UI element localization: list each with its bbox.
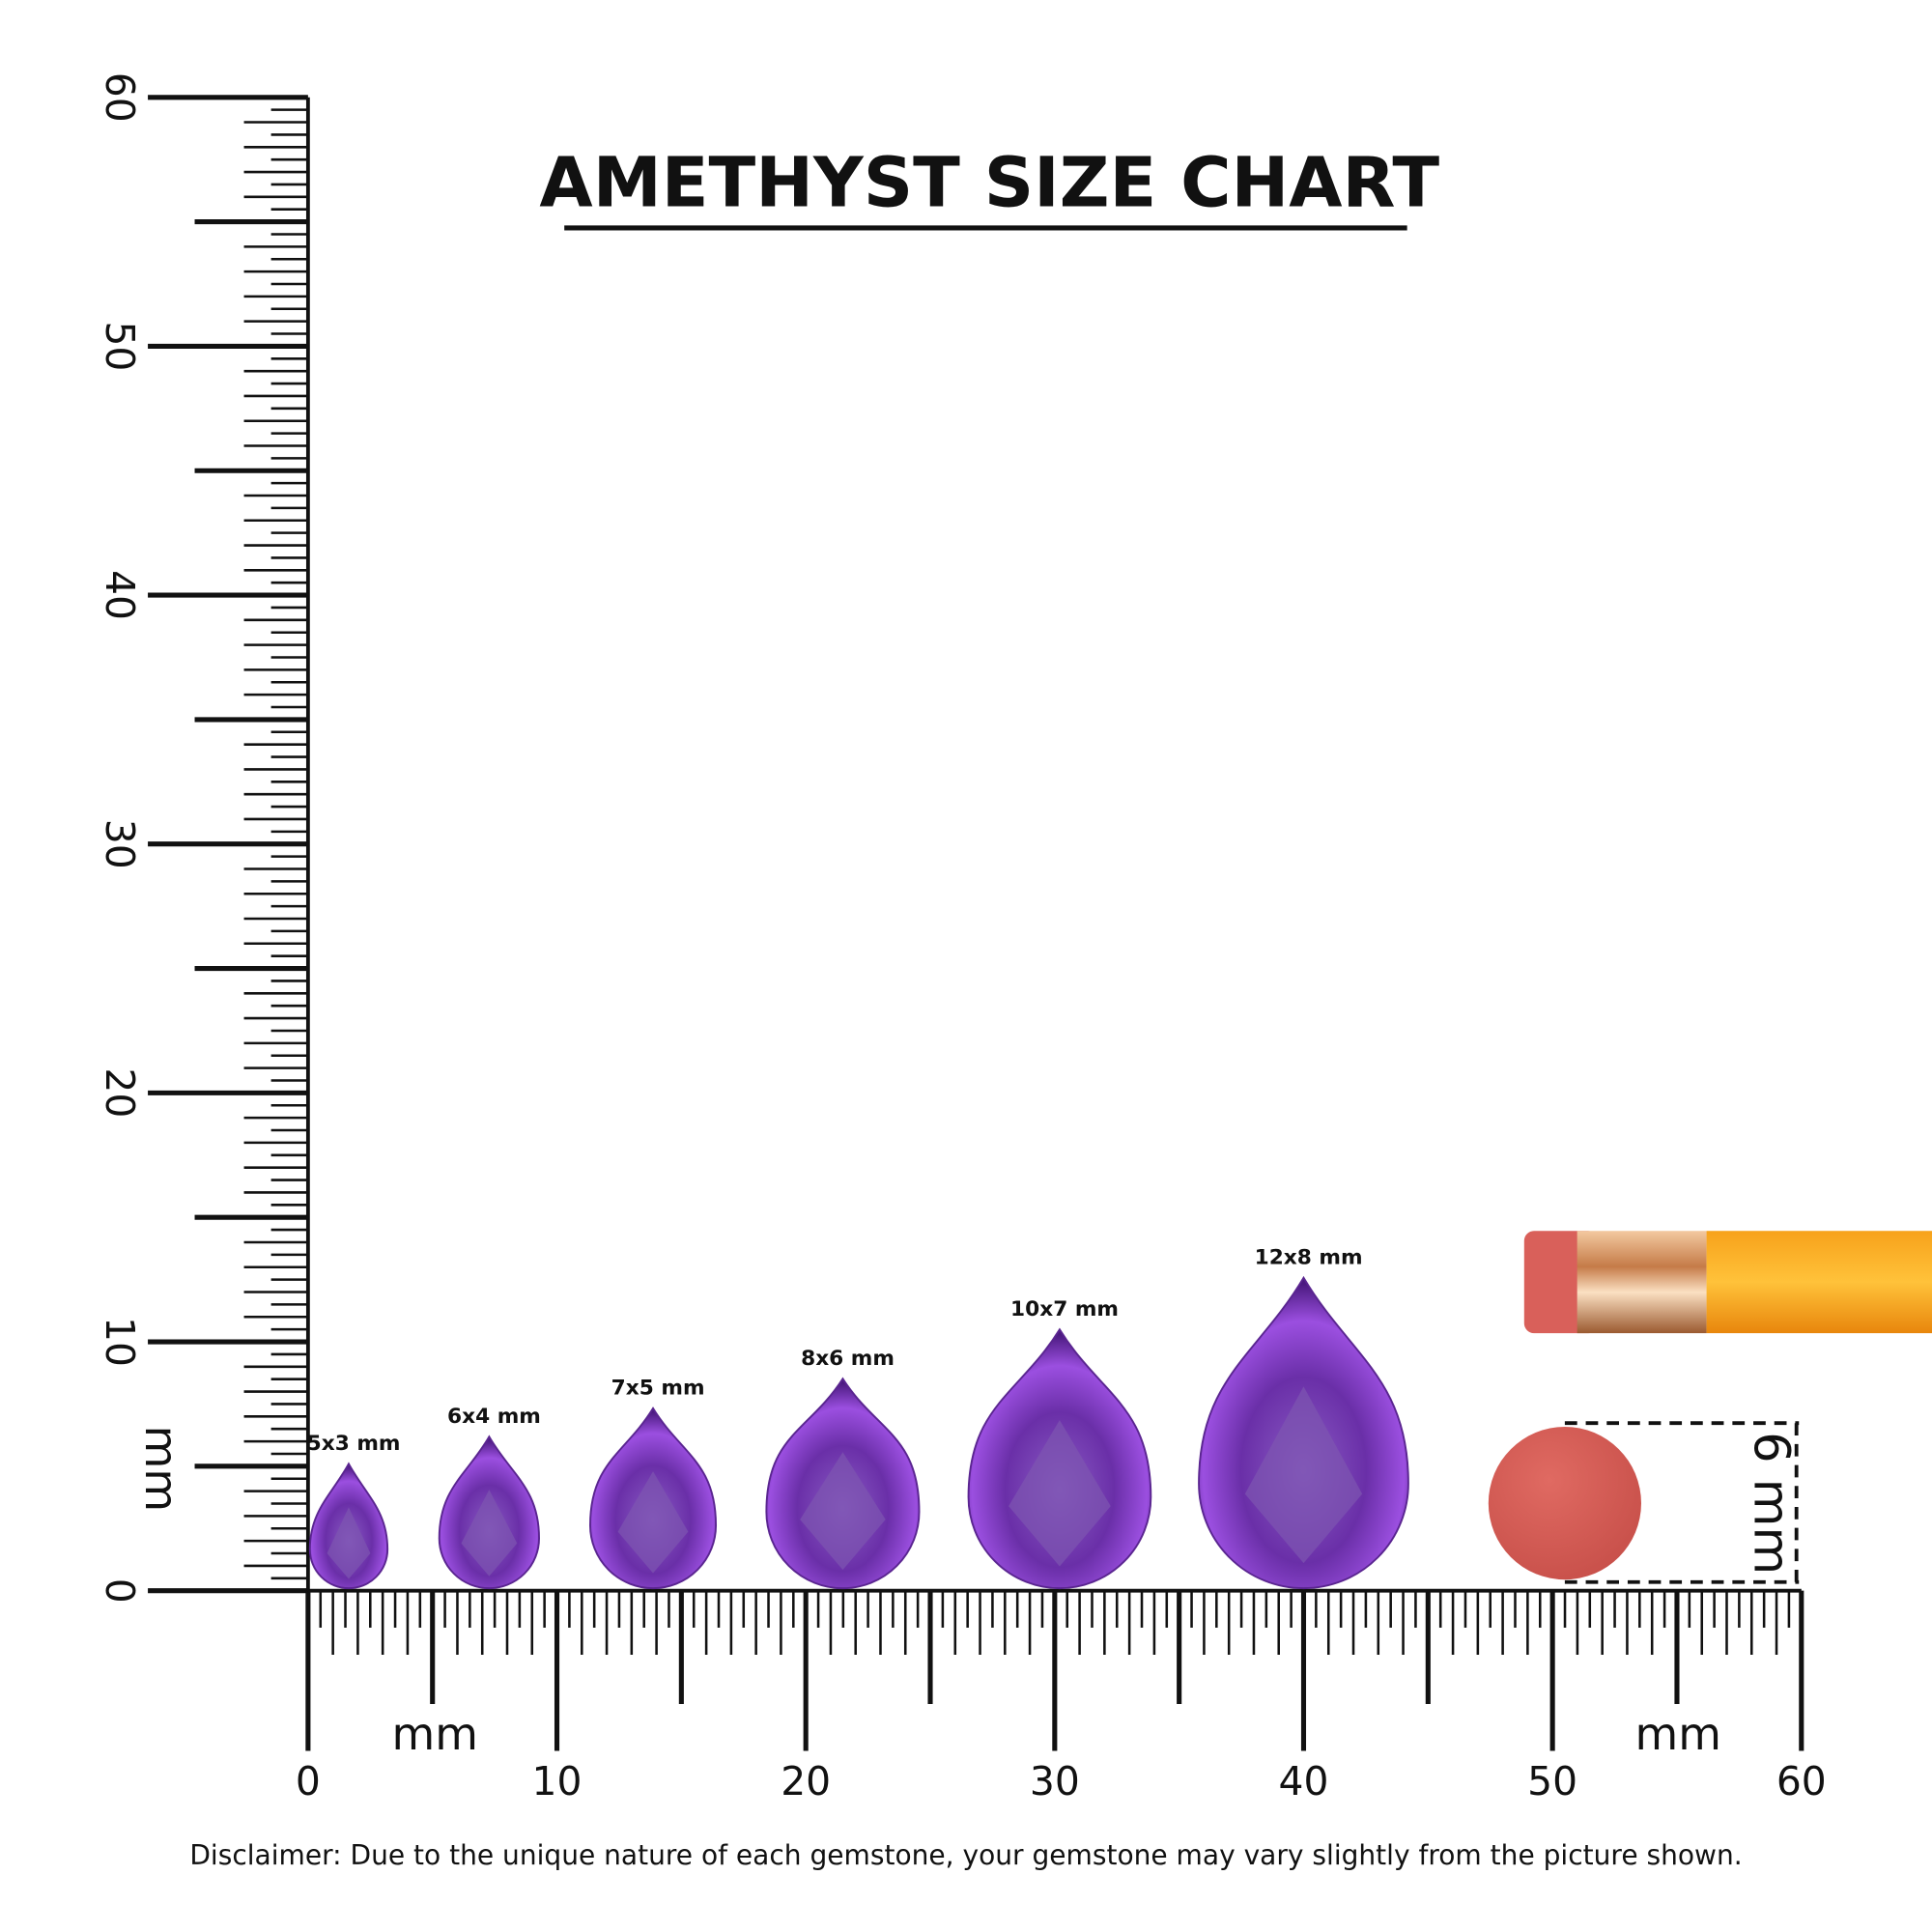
reference-label: 6 mm <box>1742 1432 1799 1575</box>
v-ruler-label: 40 <box>97 570 143 620</box>
gem-label: 10x7 mm <box>1010 1297 1119 1321</box>
h-ruler-label: 60 <box>1776 1758 1827 1804</box>
disclaimer: Disclaimer: Due to the unique nature of … <box>189 1839 1742 1871</box>
gem-label: 6x4 mm <box>447 1405 541 1429</box>
gem-table <box>461 1490 518 1577</box>
gem-label: 12x8 mm <box>1255 1245 1363 1269</box>
gem-table <box>617 1471 689 1574</box>
v-ruler-label: 10 <box>97 1317 143 1367</box>
h-ruler-label: 10 <box>532 1758 582 1804</box>
title: AMETHYST SIZE CHART <box>539 142 1439 222</box>
v-ruler-label: 30 <box>97 819 143 869</box>
gem-label: 8x6 mm <box>801 1347 895 1371</box>
v-ruler-label: 50 <box>97 321 143 371</box>
gem-label: 7x5 mm <box>611 1377 705 1401</box>
h-ruler-label: 30 <box>1030 1758 1080 1804</box>
h-ruler-label: 40 <box>1279 1758 1329 1804</box>
v-ruler-label: 60 <box>97 72 143 123</box>
h-ruler-label: 0 <box>296 1758 321 1804</box>
pencil-body <box>1706 1231 1932 1334</box>
v-ruler-label: 20 <box>97 1067 143 1118</box>
h-ruler-unit: mm <box>1635 1708 1721 1760</box>
gem-label: 5x3 mm <box>307 1432 401 1456</box>
gem-table <box>1009 1420 1111 1567</box>
gem-table <box>800 1452 886 1571</box>
h-ruler-label: 50 <box>1527 1758 1577 1804</box>
eraser-disc <box>1488 1427 1641 1580</box>
gem-table <box>1244 1386 1363 1564</box>
pencil-ferrule <box>1577 1231 1707 1334</box>
h-ruler-label: 20 <box>781 1758 831 1804</box>
v-ruler-unit: mm <box>135 1426 187 1512</box>
v-ruler-label: 0 <box>97 1578 143 1604</box>
gem-table <box>327 1507 371 1579</box>
h-ruler-unit: mm <box>392 1708 478 1760</box>
reference-dashes <box>1564 1421 1800 1584</box>
